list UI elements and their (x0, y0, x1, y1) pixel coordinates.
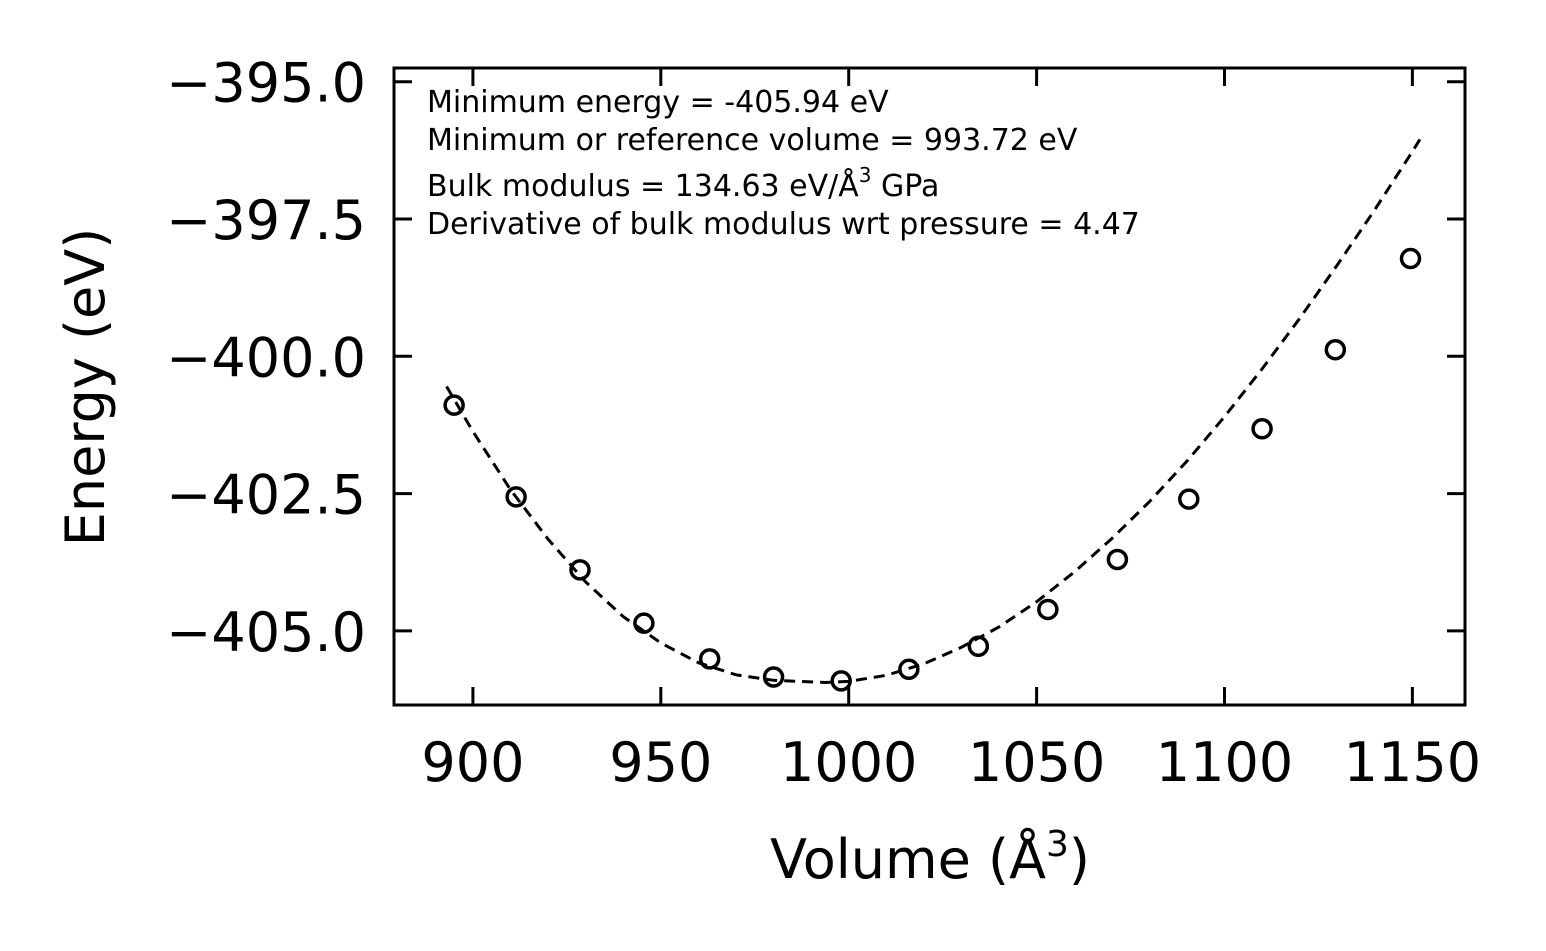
data-point-marker (1324, 338, 1347, 361)
y-tick-label: −395.0 (166, 52, 366, 115)
tick-layer: 900 950 1000 1050 1100 1150 −395.0 −397.5 −400.0… (166, 52, 1481, 794)
data-point-marker (1399, 247, 1422, 270)
y-tick-label: −397.5 (166, 189, 366, 252)
y-axis-label: Energy (eV) (54, 228, 117, 547)
x-tick-label: 1150 (1344, 731, 1481, 794)
fit-curve-layer (445, 138, 1422, 685)
x-tick-label: 950 (609, 731, 712, 794)
annotation-bulk-modulus-superscript: 3 (859, 163, 872, 187)
x-tick-label: 1000 (780, 731, 917, 794)
x-axis-label: Volume (Å3) (770, 824, 1090, 891)
data-point-marker (569, 559, 591, 581)
data-point-marker (1251, 418, 1273, 440)
x-tick-label: 1050 (968, 731, 1105, 794)
data-point-marker (762, 666, 785, 688)
data-marker-layer (443, 247, 1422, 692)
x-axis-label-suffix: ) (1069, 828, 1090, 891)
plot-frame (392, 66, 1467, 707)
annotation-bulk-modulus: Bulk modulus = 134.63 eV/Å3 GPa (427, 163, 939, 204)
x-tick-label: 1100 (1156, 731, 1293, 794)
data-point-marker (830, 670, 852, 692)
x-axis-label-text: Volume (Å (770, 827, 1046, 891)
y-tick-label: −405.0 (166, 601, 366, 664)
data-point-marker (1037, 598, 1059, 621)
annotation-bulk-derivative: Derivative of bulk modulus wrt pressure … (427, 207, 1140, 242)
annotation-min-volume: Minimum or reference volume = 993.72 eV (427, 123, 1078, 158)
x-axis-label-superscript: 3 (1046, 824, 1069, 865)
x-tick-label: 900 (421, 731, 524, 794)
annotation-min-energy: Minimum energy = -405.94 eV (427, 85, 889, 120)
data-point-marker (443, 394, 465, 416)
annotation-box: Minimum energy = -405.94 eV Minimum or r… (427, 85, 1140, 242)
data-point-marker (898, 658, 920, 681)
data-point-marker (1178, 488, 1200, 510)
data-point-marker (505, 486, 527, 508)
data-point-marker (633, 612, 655, 634)
y-tick-label: −402.5 (166, 464, 366, 527)
data-point-marker (698, 648, 721, 670)
annotation-bulk-modulus-suffix: GPa (872, 169, 940, 204)
fit-curve-line (445, 138, 1422, 685)
annotation-bulk-modulus-text: Bulk modulus = 134.63 eV/Å (427, 168, 859, 204)
data-point-marker (1106, 548, 1129, 571)
y-tick-label: −400.0 (166, 326, 366, 389)
data-point-marker (967, 635, 990, 657)
